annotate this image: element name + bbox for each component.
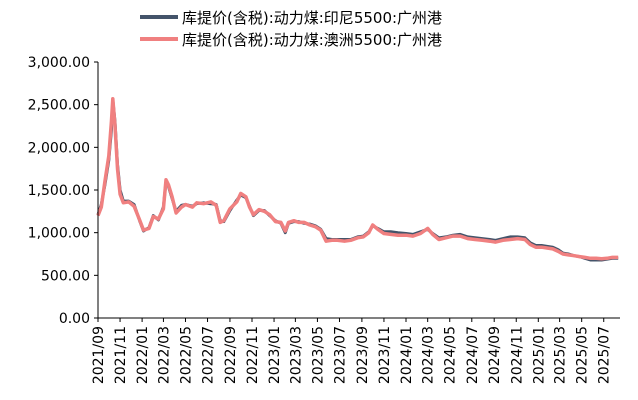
y-tick-label: 1,500.00 — [28, 183, 90, 199]
series-line-australia — [96, 96, 619, 261]
x-tick-label: 2021/11 — [113, 326, 129, 384]
legend-label-indonesia: 库提价(含税):动力煤:印尼5500:广州港 — [182, 9, 442, 27]
y-tick-label: 2,500.00 — [28, 98, 90, 114]
y-tick-label: 1,000.00 — [28, 226, 90, 242]
x-tick-label: 2023/07 — [332, 326, 348, 384]
x-tick-label: 2025/05 — [575, 326, 591, 384]
x-tick-label: 2022/03 — [156, 326, 172, 384]
x-tick-label: 2025/03 — [553, 326, 569, 384]
y-tick-label: 3,000.00 — [28, 55, 90, 71]
x-tick-label: 2024/01 — [399, 326, 415, 384]
legend-label-australia: 库提价(含税):动力煤:澳洲5500:广州港 — [182, 31, 442, 49]
chart-legend: 库提价(含税):动力煤:印尼5500:广州港 库提价(含税):动力煤:澳洲550… — [140, 9, 442, 49]
x-tick-label: 2022/01 — [135, 326, 151, 384]
x-tick-label: 2021/09 — [91, 326, 107, 384]
x-tick-label: 2022/09 — [223, 326, 239, 384]
x-tick-label: 2023/05 — [310, 326, 326, 384]
x-tick-label: 2025/07 — [597, 326, 613, 384]
x-tick-label: 2024/03 — [421, 326, 437, 384]
plot-area — [96, 96, 619, 262]
y-tick-label: 2,000.00 — [28, 140, 90, 156]
x-tick-label: 2023/01 — [267, 326, 283, 384]
x-tick-label: 2023/03 — [288, 326, 304, 384]
x-tick-label: 2024/05 — [443, 326, 459, 384]
x-tick-label: 2022/05 — [178, 326, 194, 384]
series-line-indonesia — [96, 98, 619, 262]
y-axis: 0.00 500.00 1,000.00 1,500.00 2,000.00 2,500.… — [28, 55, 98, 327]
x-tick-label: 2024/07 — [465, 326, 481, 384]
y-tick-label: 0.00 — [59, 311, 90, 327]
x-axis: 2021/09 2021/11 2022/01 2022/03 2022/05 2022/… — [91, 318, 613, 384]
x-tick-label: 2024/09 — [487, 326, 503, 384]
x-tick-label: 2023/09 — [355, 326, 371, 384]
x-tick-label: 2022/11 — [245, 326, 261, 384]
y-tick-label: 500.00 — [41, 268, 90, 284]
x-tick-label: 2024/11 — [509, 326, 525, 384]
x-tick-label: 2022/07 — [201, 326, 217, 384]
x-tick-label: 2025/01 — [531, 326, 547, 384]
x-tick-label: 2023/11 — [377, 326, 393, 384]
